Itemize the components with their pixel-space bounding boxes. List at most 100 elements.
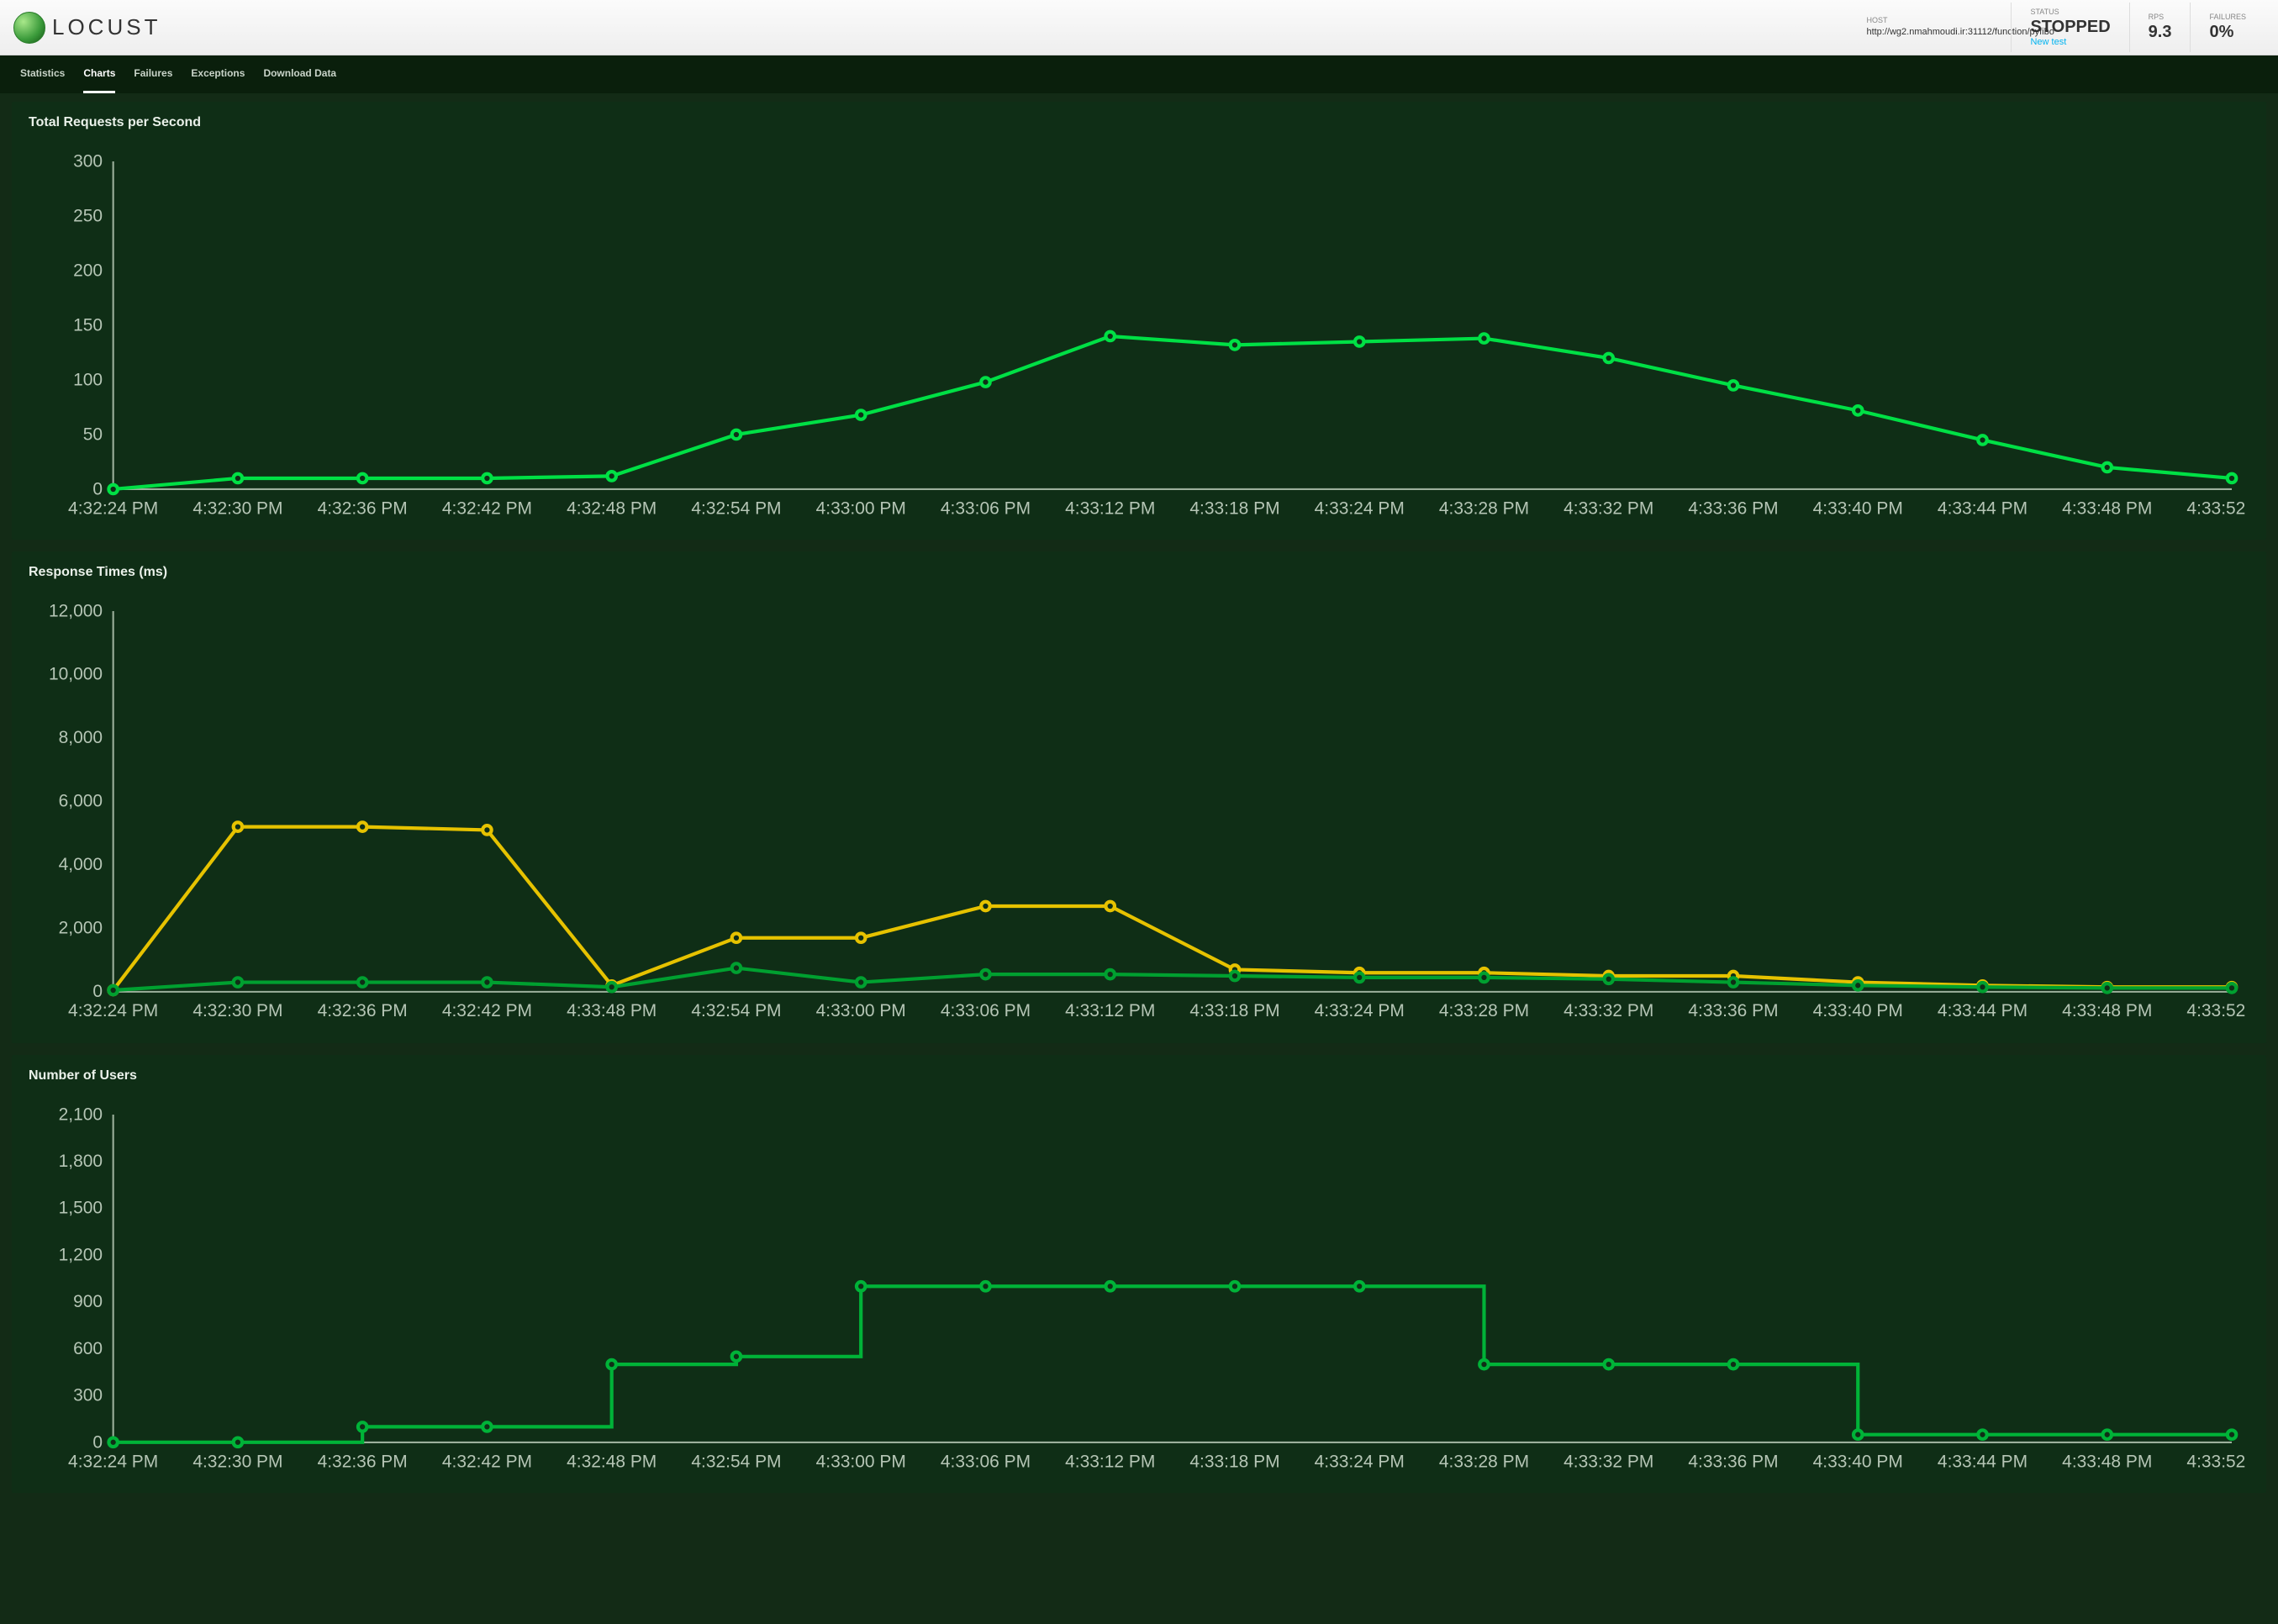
x-tick-label: 4:33:52 PM <box>2186 1002 2249 1021</box>
x-tick-label: 4:32:30 PM <box>192 498 282 518</box>
y-tick-label: 10,000 <box>49 665 103 684</box>
x-tick-label: 4:32:24 PM <box>68 1452 158 1471</box>
x-tick-label: 4:33:44 PM <box>1938 498 2028 518</box>
series-point-users <box>1729 1359 1738 1368</box>
series-point-p95 <box>1105 902 1114 910</box>
x-tick-label: 4:33:40 PM <box>1813 1452 1903 1471</box>
series-point-users <box>358 1422 366 1431</box>
series-point-rps <box>2103 463 2112 472</box>
chart-panel-rps: Total Requests per Second050100150200250… <box>12 102 2266 540</box>
series-point-rps <box>358 474 366 482</box>
tab-download-data[interactable]: Download Data <box>263 55 336 93</box>
chart-title-users: Number of Users <box>29 1068 2249 1084</box>
status-label: STATUS <box>2030 8 2110 16</box>
series-point-median <box>482 978 491 987</box>
tab-charts[interactable]: Charts <box>83 55 115 93</box>
status-area: HOST http://wg2.nmahmoudi.ir:31112/funct… <box>1848 3 2265 52</box>
failures-value: 0% <box>2209 23 2246 42</box>
y-tick-label: 600 <box>73 1338 103 1358</box>
series-point-median <box>1105 970 1114 978</box>
x-tick-label: 4:32:54 PM <box>691 1452 781 1471</box>
series-point-rps <box>1355 337 1363 345</box>
y-tick-label: 0 <box>92 982 103 1001</box>
y-tick-label: 300 <box>73 1385 103 1405</box>
chart-title-response: Response Times (ms) <box>29 565 2249 580</box>
series-point-users <box>857 1282 865 1290</box>
rps-label: RPS <box>2149 13 2172 21</box>
series-point-users <box>2103 1430 2112 1438</box>
x-tick-label: 4:33:12 PM <box>1065 1452 1155 1471</box>
series-point-p95 <box>857 934 865 942</box>
series-point-median <box>1231 972 1239 980</box>
y-tick-label: 900 <box>73 1292 103 1311</box>
x-tick-label: 4:33:24 PM <box>1315 1452 1405 1471</box>
tab-exceptions[interactable]: Exceptions <box>191 55 245 93</box>
series-point-median <box>1729 978 1738 987</box>
series-point-median <box>1479 973 1488 982</box>
y-tick-label: 2,100 <box>59 1105 103 1124</box>
main-nav: Statistics Charts Failures Exceptions Downlo… <box>0 55 2278 93</box>
chart-svg-users: 03006009001,2001,5001,8002,1004:32:24 PM… <box>29 1097 2249 1484</box>
series-point-median <box>1604 975 1612 983</box>
x-tick-label: 4:33:28 PM <box>1439 1002 1529 1021</box>
x-tick-label: 4:33:36 PM <box>1688 498 1778 518</box>
topbar: LOCUST HOST http://wg2.nmahmoudi.ir:3111… <box>0 0 2278 55</box>
series-point-median <box>2103 983 2112 992</box>
series-point-rps <box>857 410 865 419</box>
rps-box: RPS 9.3 <box>2129 3 2191 52</box>
series-point-p95 <box>234 823 242 831</box>
x-tick-label: 4:33:32 PM <box>1563 1452 1653 1471</box>
x-tick-label: 4:32:42 PM <box>442 1002 532 1021</box>
x-tick-label: 4:33:44 PM <box>1938 1452 2028 1471</box>
series-point-users <box>607 1359 615 1368</box>
x-tick-label: 4:32:36 PM <box>318 1002 408 1021</box>
x-tick-label: 4:33:18 PM <box>1189 1002 1279 1021</box>
chart-panel-response: Response Times (ms)02,0004,0006,0008,000… <box>12 551 2266 1042</box>
y-tick-label: 8,000 <box>59 729 103 748</box>
x-tick-label: 4:33:40 PM <box>1813 1002 1903 1021</box>
series-point-median <box>857 978 865 987</box>
tab-failures[interactable]: Failures <box>134 55 172 93</box>
chart-panel-users: Number of Users03006009001,2001,5001,800… <box>12 1055 2266 1493</box>
series-point-median <box>607 983 615 991</box>
series-line-rps <box>113 336 2232 489</box>
series-point-p95 <box>482 825 491 834</box>
x-tick-label: 4:33:48 PM <box>567 1002 657 1021</box>
x-tick-label: 4:33:28 PM <box>1439 498 1529 518</box>
failures-box: FAILURES 0% <box>2190 3 2265 52</box>
y-tick-label: 0 <box>92 1432 103 1452</box>
series-point-median <box>108 986 117 994</box>
rps-value: 9.3 <box>2149 23 2172 42</box>
y-tick-label: 50 <box>83 424 103 444</box>
y-tick-label: 1,500 <box>59 1198 103 1217</box>
y-tick-label: 4,000 <box>59 855 103 874</box>
new-test-link[interactable]: New test <box>2030 37 2110 47</box>
chart-title-rps: Total Requests per Second <box>29 115 2249 130</box>
series-point-users <box>1231 1282 1239 1290</box>
chart-svg-rps: 0501001502002503004:32:24 PM4:32:30 PM4:… <box>29 144 2249 531</box>
y-tick-label: 100 <box>73 370 103 389</box>
nav-list: Statistics Charts Failures Exceptions Downlo… <box>20 55 2258 93</box>
x-tick-label: 4:32:48 PM <box>567 1452 657 1471</box>
tab-statistics[interactable]: Statistics <box>20 55 65 93</box>
y-tick-label: 0 <box>92 479 103 498</box>
series-point-users <box>2228 1430 2236 1438</box>
x-tick-label: 4:33:28 PM <box>1439 1452 1529 1471</box>
series-point-users <box>1978 1430 1986 1438</box>
x-tick-label: 4:33:18 PM <box>1189 498 1279 518</box>
series-point-rps <box>607 472 615 480</box>
y-tick-label: 1,800 <box>59 1151 103 1170</box>
series-point-users <box>1105 1282 1114 1290</box>
series-point-median <box>1355 973 1363 982</box>
series-point-rps <box>1479 334 1488 342</box>
series-point-p95 <box>358 823 366 831</box>
x-tick-label: 4:33:24 PM <box>1315 1002 1405 1021</box>
x-tick-label: 4:33:40 PM <box>1813 498 1903 518</box>
series-point-users <box>981 1282 989 1290</box>
x-tick-label: 4:32:36 PM <box>318 498 408 518</box>
series-point-rps <box>981 377 989 386</box>
host-label: HOST <box>1866 16 1992 24</box>
x-tick-label: 4:33:44 PM <box>1938 1002 2028 1021</box>
status-value: STOPPED <box>2030 18 2110 37</box>
x-tick-label: 4:33:00 PM <box>816 1452 906 1471</box>
